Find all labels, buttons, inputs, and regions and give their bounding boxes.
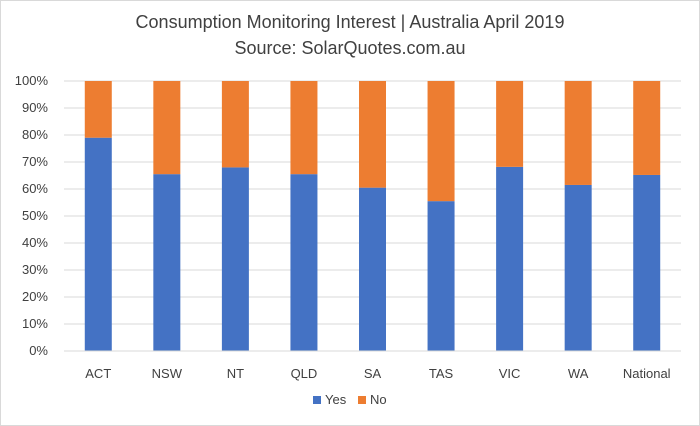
chart-subtitle: Source: SolarQuotes.com.au bbox=[234, 38, 465, 58]
bar-no-tas bbox=[427, 81, 455, 202]
y-tick-label: 70% bbox=[22, 154, 48, 169]
bar-no-national bbox=[633, 81, 661, 175]
bar-yes-national bbox=[633, 174, 661, 351]
bar-no-act bbox=[84, 81, 112, 138]
bar-no-wa bbox=[564, 81, 592, 185]
bar-no-sa bbox=[359, 81, 386, 188]
y-tick-label: 80% bbox=[22, 127, 48, 142]
y-axis-ticks: 0% 10% 20% 30% 40% 50% 60% 70% 80% 90% 100% bbox=[15, 73, 49, 358]
y-tick-label: 50% bbox=[22, 208, 48, 223]
y-tick-label: 30% bbox=[22, 262, 48, 277]
bar-no-nsw bbox=[153, 81, 181, 175]
bar-yes-qld bbox=[290, 174, 318, 351]
x-category-label: SA bbox=[364, 366, 382, 381]
x-axis-categories: ACT NSW NT QLD SA TAS VIC WA National bbox=[85, 366, 670, 381]
bars bbox=[84, 81, 661, 351]
legend-swatch-no bbox=[358, 396, 366, 404]
legend-swatch-yes bbox=[313, 396, 321, 404]
x-category-label: WA bbox=[568, 366, 589, 381]
x-category-label: VIC bbox=[499, 366, 521, 381]
bar-no-vic bbox=[496, 81, 524, 167]
x-category-label: ACT bbox=[85, 366, 111, 381]
y-tick-label: 90% bbox=[22, 100, 48, 115]
bar-yes-act bbox=[84, 137, 112, 351]
y-tick-label: 20% bbox=[22, 289, 48, 304]
legend: Yes No bbox=[313, 392, 387, 407]
legend-label-yes: Yes bbox=[325, 392, 347, 407]
y-tick-label: 0% bbox=[29, 343, 48, 358]
bar-yes-sa bbox=[359, 187, 386, 351]
x-category-label: TAS bbox=[429, 366, 454, 381]
bar-yes-nt bbox=[221, 167, 249, 351]
bar-yes-vic bbox=[496, 166, 524, 351]
bar-no-qld bbox=[290, 81, 318, 175]
x-category-label: NT bbox=[227, 366, 244, 381]
chart-title: Consumption Monitoring Interest | Austra… bbox=[136, 12, 565, 32]
x-category-label: NSW bbox=[152, 366, 183, 381]
y-tick-label: 40% bbox=[22, 235, 48, 250]
legend-label-no: No bbox=[370, 392, 387, 407]
bar-yes-wa bbox=[564, 184, 592, 351]
bar-yes-tas bbox=[427, 201, 455, 351]
bar-no-nt bbox=[221, 81, 249, 168]
y-tick-label: 10% bbox=[22, 316, 48, 331]
y-tick-label: 100% bbox=[15, 73, 49, 88]
bar-yes-nsw bbox=[153, 174, 181, 351]
y-tick-label: 60% bbox=[22, 181, 48, 196]
x-category-label: National bbox=[623, 366, 671, 381]
x-category-label: QLD bbox=[291, 366, 318, 381]
